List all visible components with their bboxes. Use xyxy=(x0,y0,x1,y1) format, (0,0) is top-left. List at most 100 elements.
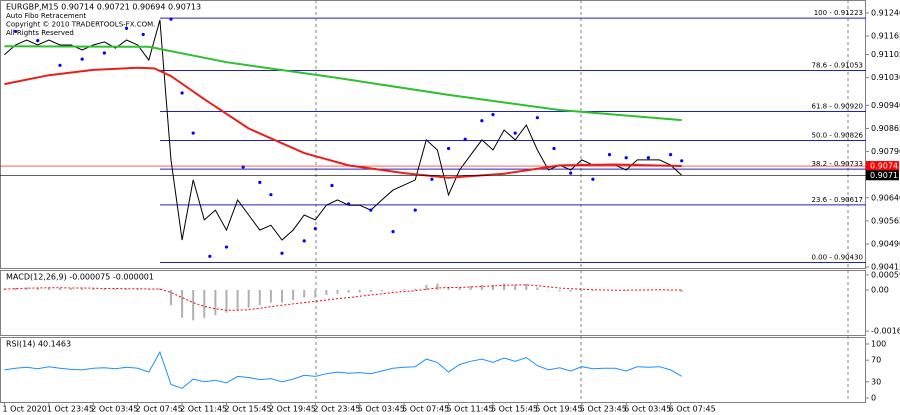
histogram-bar xyxy=(236,289,239,311)
price-tag-label: 0.90713 xyxy=(870,171,900,180)
pane-title: MACD(12,26,9) -0.000075 -0.000001 xyxy=(6,273,154,282)
x-tick-label: 6 Oct 03:45 xyxy=(624,405,671,414)
histogram-bar xyxy=(325,289,328,296)
x-tick-label: 5 Oct 15:45 xyxy=(491,405,538,414)
histogram-bar xyxy=(92,288,95,290)
sar-dot xyxy=(302,239,306,243)
histogram-bar xyxy=(81,288,84,290)
y-tick-label: 30 xyxy=(871,377,881,386)
histogram-bar xyxy=(225,289,228,313)
pane-title: EURGBP,M15 0.90714 0.90721 0.90694 0.907… xyxy=(6,3,201,12)
histogram-bar xyxy=(614,289,617,291)
y-tick-label: 0.00 xyxy=(871,285,889,294)
histogram-bar xyxy=(203,289,206,318)
fibo-label: 61.8 - 0.90920 xyxy=(811,103,863,111)
histogram-bar xyxy=(491,284,494,290)
pane-title: RSI(14) 40.1463 xyxy=(6,340,71,349)
series-line xyxy=(4,45,682,122)
sar-dot xyxy=(391,230,395,234)
histogram-bar xyxy=(292,289,295,301)
sar-dot xyxy=(36,39,40,43)
x-tick-label: 2 Oct 11:45 xyxy=(180,405,227,414)
histogram-bar xyxy=(636,289,639,291)
histogram-bar xyxy=(14,287,17,290)
histogram-bar xyxy=(147,289,150,290)
histogram-bar xyxy=(158,288,161,290)
sar-dot xyxy=(624,156,628,160)
sar-dot xyxy=(513,131,517,135)
histogram-bar xyxy=(136,288,139,290)
sar-dot xyxy=(169,17,173,21)
histogram-bar xyxy=(480,284,483,290)
histogram-bar xyxy=(536,287,539,290)
sar-dot xyxy=(80,57,84,61)
histogram-bar xyxy=(558,289,561,292)
x-tick-label: 1 Oct 23:45 xyxy=(47,405,94,414)
x-tick-label: 5 Oct 07:45 xyxy=(402,405,449,414)
histogram-bar xyxy=(181,289,184,318)
x-tick-label: 2 Oct 23:45 xyxy=(313,405,360,414)
histogram-bar xyxy=(525,283,528,290)
x-tick-label: 2 Oct 07:45 xyxy=(136,405,183,414)
histogram-bar xyxy=(369,289,372,293)
y-tick-label: 0 xyxy=(871,394,876,403)
x-tick-label: 1 Oct 2020 xyxy=(2,405,46,414)
sar-dot xyxy=(535,116,539,120)
annotation: Auto Fibo Retracement xyxy=(6,12,86,20)
price-tag xyxy=(866,170,899,181)
y-tick-label: 0.90415 xyxy=(871,263,900,272)
fibo-label: 38.2 - 0.90733 xyxy=(811,160,863,168)
histogram-bar xyxy=(591,289,594,291)
histogram-bar xyxy=(247,289,250,308)
sar-dot xyxy=(13,29,18,34)
signal-line xyxy=(4,284,682,311)
x-tick-label: 6 Oct 07:45 xyxy=(669,405,716,414)
histogram-bar xyxy=(447,287,450,290)
sar-dot xyxy=(463,137,467,141)
sar-dot xyxy=(369,208,373,212)
histogram-bar xyxy=(580,289,583,291)
y-tick-label: 70 xyxy=(871,356,881,365)
sar-dot xyxy=(191,131,195,135)
sar-dot xyxy=(347,202,351,206)
fibo-label: 0.00 - 0.90430 xyxy=(811,253,863,261)
sar-dot xyxy=(208,254,212,258)
macd-pane xyxy=(0,270,866,336)
price-tag-label: 0.90743 xyxy=(870,162,900,171)
sar-dot xyxy=(330,183,334,188)
y-tick-label: -0.001627 xyxy=(871,327,900,336)
histogram-bar xyxy=(281,289,284,303)
fibo-label: 100 - 0.91223 xyxy=(814,9,863,17)
fibo-label: 23.6 - 0.90617 xyxy=(811,196,863,204)
sar-dot xyxy=(668,153,673,157)
x-tick-label: 2 Oct 15:45 xyxy=(224,405,271,414)
x-tick-label: 2 Oct 19:45 xyxy=(269,405,316,414)
sar-dot xyxy=(124,26,129,30)
histogram-bar xyxy=(503,283,506,290)
histogram-bar xyxy=(403,289,406,290)
sar-dot xyxy=(102,51,106,55)
histogram-bar xyxy=(103,288,106,290)
sar-dot xyxy=(413,208,417,212)
histogram-bar xyxy=(169,289,172,306)
histogram-bar xyxy=(314,289,317,298)
fibo-label: 50.0 - 0.90826 xyxy=(811,131,863,139)
sar-dot xyxy=(269,193,273,197)
histogram-bar xyxy=(347,289,350,293)
histogram-bar xyxy=(669,289,672,291)
histogram-bar xyxy=(469,286,472,290)
series-line xyxy=(4,66,682,179)
y-tick-label: 0.91105 xyxy=(871,50,900,59)
histogram-bar xyxy=(569,289,572,292)
x-tick-label: 5 Oct 03:45 xyxy=(358,405,405,414)
histogram-bar xyxy=(303,289,306,298)
histogram-bar xyxy=(458,287,461,290)
annotation: All Rights Reserved xyxy=(6,29,74,37)
histogram-bar xyxy=(47,287,50,290)
y-tick-label: 100 xyxy=(871,340,886,349)
histogram-bar xyxy=(358,289,361,293)
